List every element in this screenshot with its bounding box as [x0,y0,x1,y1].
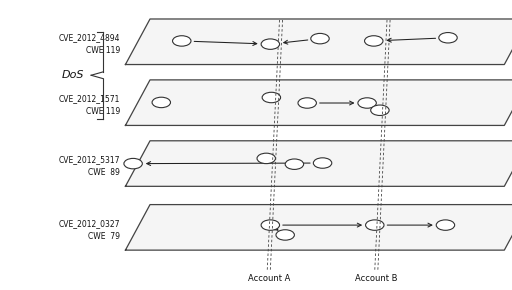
Circle shape [285,159,304,169]
Circle shape [298,98,316,108]
Circle shape [311,33,329,44]
Polygon shape [125,19,512,65]
Circle shape [261,39,280,49]
Text: CVE_2012_4894
CWE 119: CVE_2012_4894 CWE 119 [59,33,120,55]
Polygon shape [125,141,512,186]
Polygon shape [125,80,512,125]
Circle shape [365,36,383,46]
Polygon shape [125,205,512,250]
Text: CVE_2012_5317
CWE  89: CVE_2012_5317 CWE 89 [59,155,120,177]
Text: CVE_2012_1571
CWE 119: CVE_2012_1571 CWE 119 [59,94,120,116]
Circle shape [276,230,294,240]
Circle shape [371,105,389,115]
Text: DoS: DoS [62,70,84,80]
Circle shape [152,97,170,108]
Circle shape [173,36,191,46]
Circle shape [358,98,376,108]
Circle shape [257,153,275,164]
Circle shape [436,220,455,230]
Text: Account B: Account B [355,274,398,283]
Text: Account A: Account A [248,274,290,283]
Circle shape [366,220,384,230]
Circle shape [313,158,332,168]
Text: CVE_2012_0327
CWE  79: CVE_2012_0327 CWE 79 [59,219,120,240]
Circle shape [261,220,280,230]
Circle shape [439,32,457,43]
Circle shape [262,92,281,103]
Circle shape [124,158,142,169]
